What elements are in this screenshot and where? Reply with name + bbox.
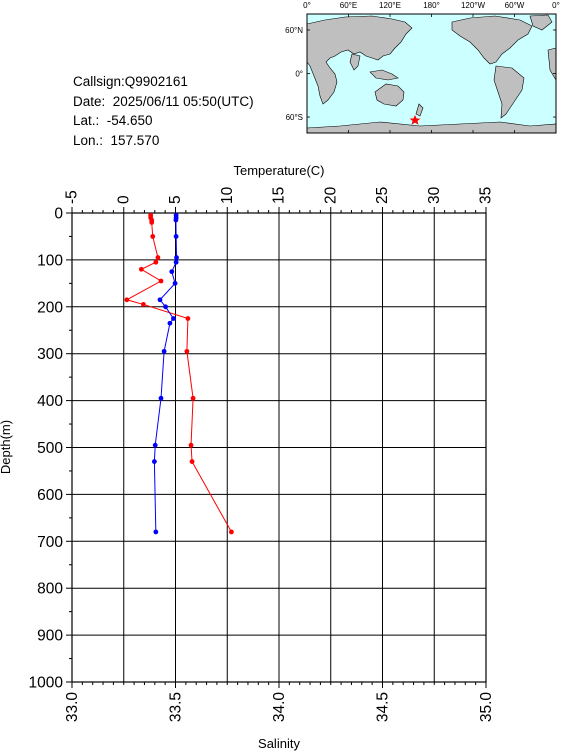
salinity-data-point: [173, 259, 179, 265]
temperature-tick-label: -5: [64, 190, 81, 204]
temperature-data-point: [150, 234, 156, 239]
map-land-eurasia: [306, 15, 413, 105]
depth-tick-label: 100: [37, 252, 63, 269]
temperature-tick-label: 20: [322, 186, 339, 204]
temperature-tick-label: 15: [271, 187, 288, 204]
temperature-data-point: [141, 302, 146, 307]
temperature-data-point: [185, 316, 191, 321]
temperature-data-point: [155, 255, 161, 260]
map-latitude-label: 0°: [295, 70, 303, 79]
salinity-data-point: [158, 395, 164, 401]
temperature-tick-label: 30: [426, 186, 443, 204]
temperature-tick-label: 0: [115, 195, 132, 204]
salinity-data-point: [167, 320, 173, 326]
salinity-data-point: [173, 234, 179, 239]
map-latitude-label: 60°S: [286, 113, 303, 122]
depth-tick-label: 0: [54, 206, 63, 223]
salinity-tick-label: 33.5: [168, 692, 185, 722]
map-longitude-label: 60°W: [505, 1, 525, 10]
temperature-data-point: [158, 278, 164, 284]
map-land-south-america: [493, 65, 525, 119]
map-longitude-label: 0°: [303, 1, 311, 10]
map-longitude-label: 120°W: [461, 1, 486, 10]
depth-tick-label: 500: [37, 440, 63, 457]
depth-tick-label: 200: [37, 299, 63, 316]
temperature-profile-line: [125, 215, 232, 533]
depth-tick-label: 300: [37, 346, 63, 363]
salinity-data-point: [173, 217, 179, 223]
salinity-tick-label: 34.5: [375, 692, 392, 722]
temperature-data-point: [189, 459, 195, 464]
depth-tick-label: 600: [37, 487, 63, 504]
temperature-data-point: [124, 297, 130, 303]
depth-tick-label: 900: [37, 628, 63, 645]
map-longitude-label: 60°E: [340, 1, 357, 10]
temperature-data-point: [149, 219, 155, 225]
station-info: Callsign:Q9902161 Date: 2025/06/11 05:50…: [73, 72, 254, 150]
depth-tick-label: 1000: [29, 675, 64, 692]
map-longitude-label: 0°: [552, 1, 560, 10]
salinity-data-point: [172, 280, 178, 286]
temperature-data-point: [190, 395, 196, 401]
salinity-data-point: [151, 459, 157, 464]
salinity-data-point: [163, 304, 168, 310]
map-latitude-label: 60°N: [285, 26, 303, 35]
salinity-tick-label: 33.0: [64, 692, 81, 723]
temperature-data-point: [153, 259, 159, 265]
depth-axis-title: Depth(m): [0, 420, 13, 474]
float-location-star-icon: [409, 115, 421, 125]
salinity-data-point: [161, 348, 167, 354]
salinity-tick-label: 35.0: [478, 692, 495, 723]
salinity-tick-label: 34.0: [271, 692, 288, 723]
date-text: Date: 2025/06/11 05:50(UTC): [73, 93, 254, 109]
temperature-tick-label: 35: [478, 187, 495, 204]
map-longitude-label: 180°: [423, 1, 440, 10]
map-land-indonesia: [369, 69, 399, 81]
map-longitude-label: 120°E: [379, 1, 401, 10]
salinity-data-point: [171, 316, 176, 321]
salinity-data-point: [169, 269, 175, 275]
map-land-north-america: [451, 15, 533, 65]
temperature-data-point: [138, 266, 144, 272]
depth-tick-label: 400: [37, 393, 63, 410]
salinity-data-point: [174, 255, 179, 260]
map-land-india: [349, 53, 361, 71]
map-land-newzealand: [415, 103, 424, 117]
salinity-axis-title: Salinity: [258, 736, 300, 751]
depth-tick-label: 700: [37, 534, 63, 551]
longitude-text: Lon.: 157.570: [73, 132, 160, 148]
temperature-tick-label: 25: [374, 187, 391, 204]
temperature-axis-title: Temperature(C): [233, 163, 324, 178]
depth-tick-label: 800: [37, 581, 63, 598]
location-map: 0° 60°E 120°E 180° 120°W 60°W 0° 60°N 0° 60°S: [285, 1, 560, 134]
latitude-text: Lat.: -54.650: [73, 113, 153, 128]
temperature-data-point: [184, 348, 190, 354]
temperature-tick-label: 5: [167, 195, 184, 204]
temperature-data-point: [188, 442, 194, 448]
map-land-australia: [374, 83, 405, 107]
salinity-data-point: [152, 442, 158, 448]
salinity-data-point: [153, 529, 159, 535]
salinity-data-point: [157, 297, 163, 303]
temperature-data-point: [228, 529, 234, 535]
callsign-text: Callsign:Q9902161: [73, 74, 188, 89]
temperature-tick-label: 10: [219, 186, 236, 204]
map-land-greenland: [529, 14, 553, 31]
